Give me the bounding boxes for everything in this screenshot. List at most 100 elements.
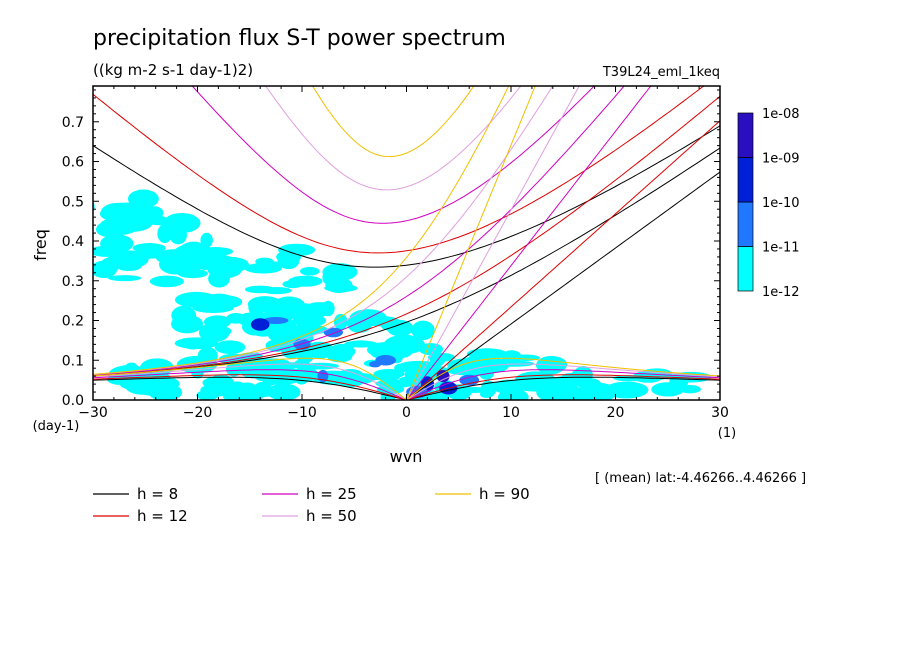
legend-label: h = 90 bbox=[479, 485, 530, 503]
y-tick-label: 0.1 bbox=[62, 353, 84, 369]
contour-patch bbox=[138, 249, 151, 260]
rossby-curve bbox=[93, 363, 720, 400]
contour-patch bbox=[322, 263, 358, 281]
contour-patch bbox=[214, 340, 246, 355]
kelvin-curve bbox=[406, 171, 720, 400]
colorbar: 1e-12 1e-11 1e-10 1e-09 1e-08 bbox=[737, 107, 800, 300]
contour-patch bbox=[679, 385, 701, 394]
contour-patch bbox=[506, 379, 521, 397]
contour-patch bbox=[328, 343, 356, 359]
contour-patch bbox=[217, 327, 232, 336]
contour-patch bbox=[261, 366, 299, 377]
contour-patch bbox=[226, 361, 242, 377]
mrg-curve bbox=[93, 86, 510, 375]
contour-patch bbox=[651, 382, 685, 397]
contour-patch bbox=[286, 324, 328, 335]
y-tick-label: 0.3 bbox=[62, 274, 84, 290]
contour-patch bbox=[324, 284, 358, 293]
contour-patch bbox=[333, 313, 348, 330]
legend-label: h = 50 bbox=[306, 507, 357, 525]
contour-patch-strong bbox=[263, 317, 289, 324]
y-tick-label: 0.6 bbox=[62, 155, 84, 171]
mrg-curve bbox=[93, 95, 720, 377]
y-tick-label: 0.0 bbox=[62, 393, 84, 409]
x-tick-label: −20 bbox=[183, 405, 213, 421]
contour-patch-strong bbox=[375, 355, 396, 366]
run-label: T39L24_eml_1keq bbox=[602, 65, 720, 80]
y-tick-label: 0.2 bbox=[62, 314, 84, 330]
contour-patch bbox=[125, 218, 152, 230]
contour-patch bbox=[174, 244, 213, 259]
colorbar-label: 1e-12 bbox=[762, 285, 800, 300]
mrg-curve bbox=[93, 86, 625, 376]
contour-patch bbox=[174, 337, 219, 350]
x-tick-label: −10 bbox=[287, 405, 317, 421]
contour-patch bbox=[240, 387, 283, 398]
contour-patch bbox=[386, 319, 414, 337]
mrg-curve bbox=[93, 86, 554, 376]
rossby-curve bbox=[93, 357, 720, 400]
contour-patch bbox=[163, 213, 201, 234]
chart-title: precipitation flux S-T power spectrum bbox=[93, 26, 506, 51]
contour-patch bbox=[99, 205, 143, 223]
contour-patch bbox=[402, 363, 442, 373]
contour-patch bbox=[156, 377, 180, 390]
contour-patch-strong bbox=[436, 370, 450, 383]
colorbar-swatch bbox=[737, 112, 754, 158]
rossby-curve bbox=[93, 374, 720, 400]
contour-patch bbox=[255, 257, 274, 266]
contour-patch bbox=[427, 352, 456, 362]
contour-patch bbox=[212, 256, 250, 273]
contour-patch bbox=[116, 261, 142, 271]
colorbar-swatch bbox=[737, 201, 754, 247]
kelvin-curve bbox=[406, 86, 580, 400]
y-tick-label: 0.5 bbox=[62, 194, 84, 210]
y-axis-unit: (day-1) bbox=[33, 419, 80, 434]
y-tick-label: 0.4 bbox=[62, 234, 84, 250]
contour-patch bbox=[267, 383, 301, 400]
x-tick-label: 30 bbox=[711, 405, 729, 421]
legend: h = 8 h = 12 h = 25 h = 50 h = 90 bbox=[93, 485, 530, 525]
chart-subtitle: ((kg m-2 s-1 day-1)2) bbox=[93, 61, 253, 79]
contour-patch bbox=[321, 300, 335, 317]
contour-patch bbox=[149, 275, 184, 288]
colorbar-swatch bbox=[737, 246, 754, 292]
x-tick-label: −30 bbox=[78, 405, 108, 421]
inertia-gravity-curve bbox=[311, 86, 475, 158]
contour-patch bbox=[344, 340, 378, 348]
y-axis-label: freq bbox=[31, 229, 50, 261]
contour-patch bbox=[196, 390, 219, 400]
colorbar-label: 1e-11 bbox=[762, 241, 800, 256]
x-axis-unit: (1) bbox=[718, 426, 736, 441]
colorbar-label: 1e-09 bbox=[762, 152, 800, 167]
inertia-gravity-curve bbox=[93, 125, 720, 268]
x-tick-label: 10 bbox=[502, 405, 520, 421]
y-tick-label: 0.7 bbox=[62, 115, 84, 131]
legend-label: h = 8 bbox=[137, 485, 178, 503]
contour-patch bbox=[282, 280, 304, 289]
contour-patch bbox=[244, 263, 283, 274]
contour-patch bbox=[171, 314, 204, 334]
colorbar-label: 1e-10 bbox=[762, 196, 800, 211]
dispersion-curves bbox=[93, 86, 720, 400]
contour-patch bbox=[247, 296, 283, 313]
contour-patch bbox=[418, 343, 444, 356]
contour-patch bbox=[95, 222, 121, 238]
contour-patch bbox=[292, 314, 327, 328]
contour-patch bbox=[276, 250, 302, 264]
inertia-gravity-curve bbox=[265, 86, 522, 191]
x-tick-label: 0 bbox=[402, 405, 411, 421]
contour-patch bbox=[203, 315, 232, 329]
contour-patch bbox=[107, 275, 142, 282]
legend-label: h = 12 bbox=[137, 507, 188, 525]
contour-patch bbox=[200, 232, 213, 248]
inertia-gravity-curve bbox=[93, 86, 705, 254]
contour-patch bbox=[93, 260, 118, 279]
contour-patch bbox=[555, 387, 596, 400]
contour-patch bbox=[207, 295, 243, 309]
x-axis-label: wvn bbox=[390, 447, 423, 466]
legend-label: h = 25 bbox=[306, 485, 357, 503]
rossby-curve bbox=[93, 376, 720, 400]
axis-ticks: −30 −20 −10 0 10 20 30 0.0 0.1 0.2 0.3 0.4 0.5 0.6 0.7 bbox=[62, 86, 729, 421]
